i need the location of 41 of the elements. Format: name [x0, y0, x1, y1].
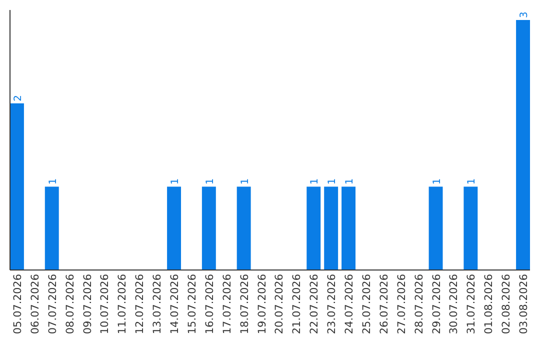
x-tick-label: 06.07.2026: [29, 274, 42, 334]
data-label: 1: [327, 178, 338, 185]
x-tick-label: 24.07.2026: [344, 274, 356, 334]
data-label: 1: [240, 178, 251, 185]
x-tick-label: 03.08.2026: [518, 274, 530, 334]
data-label: 1: [48, 178, 59, 185]
x-tick-label: 05.07.2026: [12, 274, 24, 334]
x-tick-label: 30.07.2026: [448, 274, 460, 334]
data-label: 1: [344, 178, 356, 185]
data-label: 1: [310, 178, 321, 185]
data-label: 1: [170, 178, 182, 185]
x-tick-label: 10.07.2026: [99, 274, 112, 334]
x-tick-label: 31.07.2026: [466, 274, 478, 334]
x-tick-label: 29.07.2026: [430, 274, 443, 334]
x-tick-label: 20.07.2026: [274, 274, 286, 334]
x-tick-label: 01.08.2026: [483, 274, 496, 334]
x-tick-label: 23.07.2026: [326, 274, 338, 334]
x-tick-label: 27.07.2026: [396, 274, 408, 334]
data-label: 3: [519, 12, 530, 18]
x-tick-label: 16.07.2026: [204, 274, 216, 334]
x-tick-label: 07.07.2026: [46, 274, 59, 334]
x-tick-label: 18.07.2026: [238, 274, 251, 334]
data-label: 1: [204, 178, 216, 185]
x-tick-label: 28.07.2026: [413, 274, 426, 334]
x-tick-label: 22.07.2026: [308, 274, 321, 334]
x-tick-label: 15.07.2026: [186, 274, 198, 334]
x-tick-label: 21.07.2026: [291, 274, 304, 334]
data-label: 1: [432, 178, 443, 185]
x-tick-label: 26.07.2026: [378, 274, 390, 334]
x-tick-label: 19.07.2026: [256, 274, 268, 334]
x-tick-label: 13.07.2026: [152, 274, 164, 334]
x-tick-label: 14.07.2026: [169, 274, 182, 334]
data-label: 2: [12, 94, 24, 102]
x-tick-label: 08.07.2026: [64, 274, 76, 334]
x-tick-label: 25.07.2026: [360, 274, 373, 334]
x-tick-label: 11.07.2026: [116, 274, 129, 334]
x-tick-label: 09.07.2026: [82, 274, 94, 334]
x-tick-label: 12.07.2026: [134, 274, 146, 334]
x-tick-label: 17.07.2026: [221, 274, 234, 334]
data-label: 1: [466, 178, 478, 185]
x-tick-label: 02.08.2026: [500, 274, 513, 334]
